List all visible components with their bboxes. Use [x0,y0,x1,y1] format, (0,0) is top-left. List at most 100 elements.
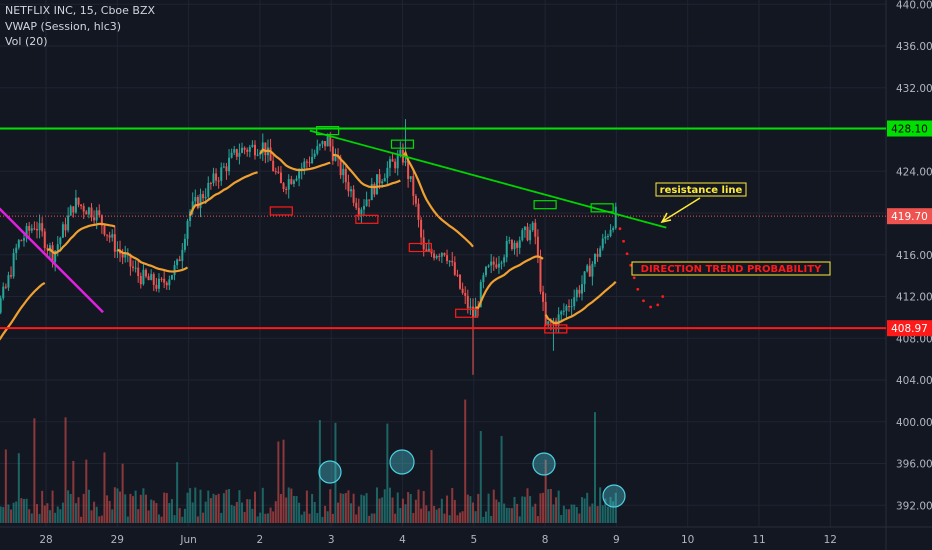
pivot-marker-box[interactable] [533,200,557,210]
pivot-marker-box[interactable] [390,139,415,149]
volume-bar [435,509,438,523]
volume-bar [43,505,46,523]
vwap-line [332,153,401,189]
candle-body [285,189,288,191]
volume-highlight-circle[interactable] [532,452,556,476]
candle-body [308,162,311,164]
candle-body [375,174,378,195]
candle-body [95,210,98,221]
candle-body [298,171,301,179]
volume-bar [10,509,13,523]
volume-bar [38,513,41,523]
volume-bar [272,511,275,523]
candle-body [409,176,412,180]
x-tick-label: 9 [613,534,620,546]
volume-bar [430,450,433,523]
volume-bar [370,513,373,523]
volume-bar [134,490,137,523]
volume-bar [124,494,127,523]
volume-bar [4,449,7,523]
volume-bar [95,506,98,523]
volume-bar [33,418,36,523]
volume-bar [601,505,604,523]
candle-body [588,265,591,277]
volume-bar [368,515,371,523]
volume-bar [80,516,83,523]
volume-highlight-circle[interactable] [318,460,342,484]
candle-body [264,142,267,156]
vwap-line [0,281,46,341]
pivot-marker-box[interactable] [544,324,568,334]
volume-bar [505,507,508,523]
x-tick-label: 11 [752,534,765,546]
candle-body [90,207,93,218]
candle-body [238,152,241,157]
candle-body [570,306,573,308]
trend-label-box[interactable] [631,261,831,276]
volume-bar [98,516,101,523]
candle-body [596,254,599,257]
volume-bar [438,508,441,523]
volume-bar [196,516,199,523]
candle-body [64,224,67,231]
volume-bar [113,487,116,523]
projection-dot [642,299,645,303]
volume-bar [12,502,15,523]
candle-body [183,238,186,250]
volume-bar [324,505,327,523]
candle-body [443,253,446,256]
volume-bar [139,494,142,523]
volume-bar [157,514,160,523]
candle-body [425,249,428,252]
candle-body [544,301,547,325]
volume-bar [126,516,129,523]
volume-highlight-circle[interactable] [602,484,626,508]
volume-bar [375,487,378,523]
candle-body [10,275,13,277]
candle-body [368,199,371,201]
candle-body [324,141,327,147]
volume-bar [59,509,62,523]
candle-body [12,252,15,277]
volume-bar [477,493,480,523]
candle-body [51,245,54,263]
candle-body [217,180,220,182]
candle-body [505,241,508,258]
vwap-legend[interactable]: VWAP (Session, hlc3) [5,19,122,33]
volume-bar [54,512,57,523]
volume-highlight-circle[interactable] [389,449,415,475]
volume-bar [183,508,186,523]
candle-body [503,257,506,263]
candle-body [155,284,158,289]
pivot-marker-box[interactable] [590,203,614,213]
candle-body [575,289,578,298]
volume-bar [357,506,360,523]
pivot-marker-box[interactable] [408,242,432,253]
volume-bar [487,493,490,523]
y-tick-label: 396.00 [896,459,932,471]
volume-bar [100,515,103,523]
candle-body [189,211,192,221]
volume-bar [69,493,72,523]
resistance-label-box[interactable] [655,182,747,197]
candle-body [482,275,485,283]
pivot-marker-box[interactable] [316,125,340,136]
volume-bar [56,506,59,523]
volume-bar [337,502,340,523]
candle-body [269,147,272,161]
pivot-marker-box[interactable] [355,214,379,224]
downtrend-line[interactable] [0,184,104,314]
candle-body [129,254,132,267]
projection-dot [661,295,665,298]
volume-bar [308,513,311,523]
volume-bar [82,493,85,523]
volume-legend[interactable]: Vol (20) [5,35,48,48]
pivot-marker-box[interactable] [269,206,293,216]
pivot-marker-box[interactable] [455,308,479,318]
candle-body [399,149,402,156]
candle-body [113,234,116,252]
projection-dot [625,252,629,256]
volume-bar [573,504,576,523]
symbol-legend[interactable]: NETFLIX INC, 15, Cboe BZX [5,4,156,17]
